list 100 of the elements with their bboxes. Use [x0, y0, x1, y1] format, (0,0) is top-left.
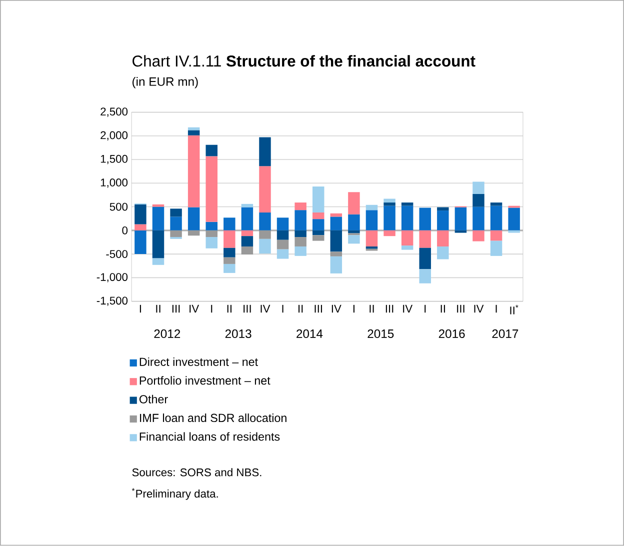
bar — [472, 194, 484, 207]
bar — [276, 249, 289, 259]
bar — [384, 206, 396, 231]
text: 2017 — [492, 330, 518, 338]
bar — [170, 230, 182, 238]
text: 2013 — [225, 330, 252, 338]
bar — [206, 230, 218, 238]
bar — [206, 156, 218, 222]
x-tick-label: I — [353, 305, 354, 313]
bar — [348, 192, 360, 214]
y-tick-label: 500 — [110, 202, 128, 211]
legend-label: Portfolio investment – net — [140, 376, 270, 385]
bar — [294, 237, 306, 247]
bar — [384, 230, 396, 236]
x-tick-label: II — [227, 305, 232, 313]
bar — [348, 214, 360, 231]
x-tick-label: I — [140, 305, 141, 313]
bar — [259, 137, 271, 166]
bar — [224, 248, 236, 258]
text: 2015 — [368, 330, 394, 338]
bar — [224, 230, 236, 248]
y-tick-label: -1,500 — [96, 296, 128, 306]
bar — [348, 230, 360, 234]
bar — [259, 230, 271, 240]
bar — [241, 236, 254, 247]
bar — [490, 230, 502, 241]
bar — [312, 212, 324, 220]
y-tick-label: -500 — [106, 250, 128, 258]
bar — [419, 230, 431, 248]
x-tick-label: III — [386, 305, 394, 313]
bar — [188, 207, 200, 231]
x-tick-label: II — [298, 305, 303, 313]
chart-title: Chart IV.1.11 Structure of the financial account — [132, 55, 476, 67]
text: 2012 — [154, 330, 180, 338]
bar — [276, 230, 289, 240]
y-tick-label: 1,000 — [100, 178, 128, 188]
bar — [401, 246, 414, 250]
x-tick-label: II — [440, 305, 445, 313]
bar — [348, 235, 360, 244]
bar — [437, 207, 449, 211]
bar — [259, 239, 271, 254]
x-tick-label: II — [156, 305, 160, 313]
text: 2014 — [296, 330, 323, 338]
x-tick-label: I — [282, 305, 284, 313]
bar — [472, 206, 484, 231]
x-tick-label: I — [424, 305, 426, 313]
text: $^{*}$Preliminary data. — [132, 488, 218, 500]
bar — [152, 230, 164, 258]
bar — [170, 208, 182, 217]
bar — [224, 218, 236, 231]
x-tick-label: I — [211, 305, 212, 313]
bar — [188, 130, 200, 136]
bar — [224, 257, 236, 264]
bar — [401, 202, 414, 206]
bar — [419, 269, 431, 284]
bar — [490, 202, 502, 206]
bar — [454, 207, 467, 231]
bar — [437, 210, 449, 231]
bar — [206, 222, 218, 231]
x-tick-label: I — [496, 305, 497, 313]
y-tick-label: 0 — [122, 226, 128, 234]
x-tick-label: III — [244, 305, 251, 313]
bar — [312, 230, 324, 236]
bar — [330, 216, 342, 231]
bar — [152, 206, 164, 231]
legend-label: Financial loans of residents — [140, 432, 280, 441]
bar — [224, 264, 236, 274]
bar — [384, 202, 396, 206]
source-note: Sources: SORS and NBS. — [132, 468, 262, 476]
x-tick-label: IV — [260, 305, 270, 313]
bar — [490, 240, 502, 256]
bar — [241, 230, 254, 236]
bar — [330, 230, 342, 252]
bar — [401, 206, 414, 231]
bar — [312, 235, 324, 241]
legend-label: Direct investment – net — [140, 358, 258, 366]
x-tick-label: IV — [190, 305, 200, 313]
bar — [472, 230, 484, 242]
bar — [330, 252, 342, 257]
bar — [188, 230, 200, 236]
x-tick-label: III — [457, 305, 464, 313]
bar — [366, 210, 378, 231]
bar — [419, 208, 431, 231]
bar — [241, 246, 254, 255]
bar — [294, 202, 306, 210]
x-tick-label: III — [172, 305, 180, 313]
bar — [437, 246, 449, 260]
x-tick-label: III — [314, 305, 322, 313]
bar — [259, 212, 271, 231]
bar — [294, 210, 306, 231]
bar — [401, 230, 414, 246]
bar — [330, 256, 342, 274]
bar — [294, 230, 306, 238]
bar — [312, 186, 324, 213]
bar — [366, 230, 378, 247]
bar — [134, 224, 146, 231]
x-tick-label: IV — [403, 305, 413, 313]
bar — [259, 166, 271, 213]
x-tick-label: II$^{*}$ — [510, 305, 518, 314]
y-tick-label: 2,500 — [100, 108, 128, 117]
